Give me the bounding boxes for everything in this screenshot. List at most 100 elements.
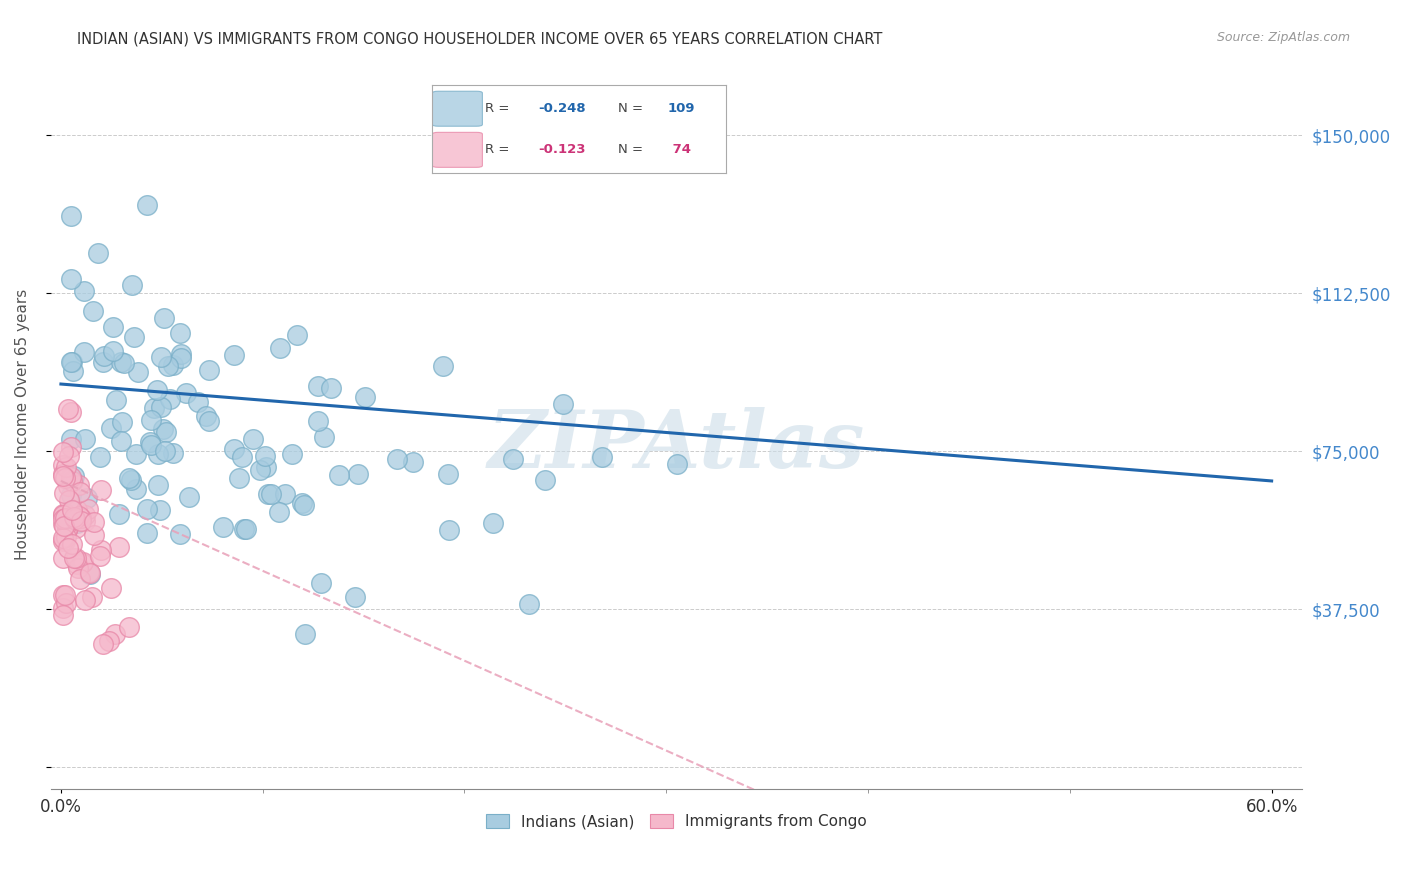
- Point: [67, 508, 90, 523]
- Point: [53, 534, 76, 549]
- Point: [89, 450, 111, 465]
- Point: [62, 551, 84, 566]
- Point: [70, 514, 93, 528]
- Legend: Indians (Asian), Immigrants from Congo: Indians (Asian), Immigrants from Congo: [479, 808, 873, 836]
- Point: [146, 383, 169, 397]
- Point: [260, 487, 283, 501]
- Point: [60, 209, 83, 223]
- Point: [70, 556, 93, 570]
- Point: [108, 540, 131, 554]
- Point: [66, 557, 89, 571]
- Point: [63, 509, 86, 524]
- Point: [76, 491, 98, 505]
- Point: [91, 637, 114, 651]
- Point: [59, 440, 82, 454]
- Point: [254, 459, 277, 474]
- Point: [55, 507, 77, 521]
- Point: [292, 498, 315, 512]
- Point: [149, 502, 172, 516]
- Point: [135, 198, 157, 212]
- Point: [121, 278, 143, 293]
- Point: [328, 468, 350, 483]
- Point: [55, 523, 77, 537]
- Point: [153, 310, 176, 325]
- Point: [52, 507, 75, 521]
- Point: [52, 508, 75, 523]
- Point: [354, 390, 377, 404]
- Point: [69, 572, 91, 586]
- Text: Source: ZipAtlas.com: Source: ZipAtlas.com: [1216, 31, 1350, 45]
- Point: [52, 608, 75, 623]
- Point: [591, 450, 613, 464]
- Point: [233, 522, 256, 536]
- Point: [52, 512, 75, 526]
- Point: [58, 479, 80, 493]
- Point: [52, 588, 75, 602]
- Point: [82, 591, 104, 605]
- Point: [70, 511, 93, 525]
- Point: [665, 457, 688, 471]
- Point: [63, 512, 86, 526]
- Point: [139, 413, 162, 427]
- Point: [269, 341, 291, 355]
- Point: [60, 502, 83, 516]
- Point: [437, 523, 460, 537]
- Point: [103, 344, 125, 359]
- Point: [307, 379, 329, 393]
- Point: [55, 511, 77, 525]
- Point: [73, 593, 96, 607]
- Point: [157, 359, 180, 373]
- Point: [222, 442, 245, 456]
- Point: [73, 285, 96, 299]
- Point: [343, 590, 366, 604]
- Point: [198, 363, 221, 377]
- Point: [502, 452, 524, 467]
- Point: [65, 516, 87, 531]
- Point: [79, 566, 101, 580]
- Point: [104, 627, 127, 641]
- Point: [72, 555, 94, 569]
- Point: [169, 326, 191, 341]
- Point: [402, 455, 425, 469]
- Point: [60, 272, 83, 286]
- Point: [75, 514, 97, 528]
- Point: [307, 414, 329, 428]
- Point: [169, 347, 191, 361]
- Point: [285, 327, 308, 342]
- Point: [162, 446, 184, 460]
- Point: [174, 385, 197, 400]
- Point: [100, 581, 122, 595]
- Point: [67, 478, 90, 492]
- Point: [60, 355, 83, 369]
- Point: [146, 447, 169, 461]
- Point: [53, 588, 76, 602]
- Point: [194, 409, 217, 424]
- Point: [62, 364, 84, 378]
- Point: [387, 452, 409, 467]
- Point: [124, 448, 146, 462]
- Point: [90, 483, 112, 497]
- Point: [62, 474, 84, 488]
- Point: [52, 550, 75, 565]
- Y-axis label: Householder Income Over 65 years: Householder Income Over 65 years: [15, 288, 30, 559]
- Point: [55, 459, 77, 474]
- Point: [112, 356, 135, 370]
- Point: [150, 401, 173, 415]
- Point: [82, 303, 104, 318]
- Point: [267, 505, 290, 519]
- Point: [155, 425, 177, 439]
- Point: [52, 467, 75, 482]
- Point: [52, 531, 75, 545]
- Text: ZIPAtlas: ZIPAtlas: [488, 407, 865, 484]
- Point: [212, 520, 235, 534]
- Point: [58, 449, 80, 463]
- Point: [312, 430, 335, 444]
- Point: [104, 392, 127, 407]
- Point: [55, 530, 77, 544]
- Point: [60, 355, 83, 369]
- Point: [52, 533, 75, 548]
- Point: [224, 348, 246, 362]
- Point: [67, 561, 90, 575]
- Point: [110, 355, 132, 369]
- Point: [55, 471, 77, 485]
